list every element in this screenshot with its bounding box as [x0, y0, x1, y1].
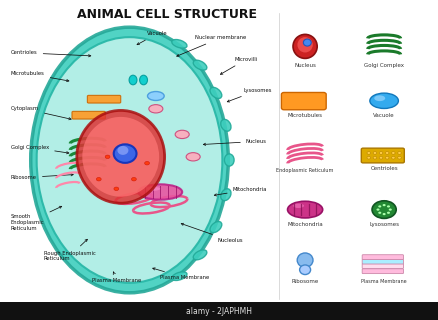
- Text: Lysosomes: Lysosomes: [368, 222, 398, 228]
- Text: Microtubules: Microtubules: [11, 71, 69, 82]
- Text: Microtubules: Microtubules: [287, 113, 322, 118]
- Text: Nucleus: Nucleus: [203, 139, 266, 145]
- Ellipse shape: [371, 201, 395, 219]
- Text: Nuclear membrane: Nuclear membrane: [177, 35, 246, 56]
- Ellipse shape: [186, 153, 200, 161]
- Ellipse shape: [293, 35, 316, 59]
- Ellipse shape: [224, 154, 233, 166]
- Ellipse shape: [209, 87, 221, 99]
- Ellipse shape: [31, 27, 228, 293]
- Text: Rough Endoplasmic
Reticulum: Rough Endoplasmic Reticulum: [44, 239, 95, 261]
- Ellipse shape: [378, 152, 382, 154]
- Ellipse shape: [147, 187, 160, 191]
- Ellipse shape: [397, 152, 400, 154]
- FancyBboxPatch shape: [87, 95, 120, 103]
- Ellipse shape: [138, 184, 182, 200]
- Text: Vacuole: Vacuole: [137, 31, 167, 45]
- Ellipse shape: [385, 152, 388, 154]
- Text: Plasma Membrane: Plasma Membrane: [360, 279, 406, 284]
- Ellipse shape: [378, 156, 382, 159]
- Text: Smooth
Endoplasmic
Reticulum: Smooth Endoplasmic Reticulum: [11, 206, 62, 231]
- FancyBboxPatch shape: [360, 148, 403, 163]
- Ellipse shape: [385, 156, 388, 159]
- Text: Lysosomes: Lysosomes: [227, 88, 272, 102]
- Ellipse shape: [175, 130, 189, 139]
- Ellipse shape: [303, 39, 311, 46]
- Text: Plasma Membrane: Plasma Membrane: [92, 272, 141, 283]
- Ellipse shape: [220, 119, 230, 131]
- Ellipse shape: [373, 95, 385, 101]
- Ellipse shape: [299, 265, 310, 275]
- Ellipse shape: [375, 209, 378, 211]
- Ellipse shape: [388, 209, 391, 211]
- Ellipse shape: [171, 272, 187, 280]
- Ellipse shape: [391, 152, 394, 154]
- Text: Mitochondria: Mitochondria: [286, 222, 322, 228]
- Ellipse shape: [386, 205, 389, 208]
- Ellipse shape: [386, 212, 389, 214]
- Ellipse shape: [297, 253, 312, 268]
- Ellipse shape: [378, 212, 381, 214]
- Ellipse shape: [382, 213, 385, 215]
- Ellipse shape: [113, 144, 136, 163]
- Ellipse shape: [148, 105, 162, 113]
- FancyBboxPatch shape: [72, 111, 105, 119]
- Ellipse shape: [129, 75, 137, 85]
- Ellipse shape: [372, 152, 376, 154]
- Text: Ribosome: Ribosome: [11, 174, 73, 180]
- Ellipse shape: [114, 187, 118, 190]
- Ellipse shape: [105, 155, 110, 159]
- FancyBboxPatch shape: [281, 92, 325, 110]
- FancyBboxPatch shape: [361, 264, 403, 268]
- Text: alamy - 2JAPHMH: alamy - 2JAPHMH: [186, 307, 252, 316]
- Ellipse shape: [117, 146, 128, 155]
- Text: Endoplasmic Reticulum: Endoplasmic Reticulum: [276, 168, 333, 173]
- Ellipse shape: [77, 110, 164, 203]
- FancyBboxPatch shape: [361, 255, 403, 260]
- Ellipse shape: [287, 201, 322, 218]
- Text: Microvilli: Microvilli: [220, 57, 258, 74]
- Ellipse shape: [139, 75, 147, 85]
- Ellipse shape: [369, 93, 398, 108]
- Ellipse shape: [378, 205, 381, 208]
- Text: Vacuole: Vacuole: [372, 113, 394, 118]
- Text: Golgi Complex: Golgi Complex: [11, 145, 69, 154]
- Ellipse shape: [220, 189, 230, 201]
- Ellipse shape: [193, 60, 206, 70]
- FancyBboxPatch shape: [361, 259, 403, 264]
- Ellipse shape: [193, 250, 206, 260]
- Text: ANIMAL CELL STRUCTURE: ANIMAL CELL STRUCTURE: [77, 8, 256, 21]
- Ellipse shape: [372, 156, 376, 159]
- Text: Golgi Complex: Golgi Complex: [363, 63, 403, 68]
- Text: Ribosome: Ribosome: [291, 279, 318, 284]
- Text: Centrioles: Centrioles: [370, 166, 397, 171]
- Ellipse shape: [96, 177, 101, 181]
- Ellipse shape: [209, 221, 221, 233]
- Text: Mitochondria: Mitochondria: [214, 187, 266, 196]
- Text: Centrioles: Centrioles: [11, 50, 91, 57]
- Ellipse shape: [366, 156, 370, 159]
- Ellipse shape: [36, 37, 222, 283]
- Ellipse shape: [82, 117, 159, 197]
- FancyBboxPatch shape: [0, 302, 438, 320]
- Ellipse shape: [144, 162, 149, 165]
- Ellipse shape: [292, 204, 303, 208]
- Ellipse shape: [366, 152, 370, 154]
- FancyBboxPatch shape: [361, 269, 403, 274]
- Ellipse shape: [382, 204, 385, 206]
- Ellipse shape: [147, 92, 164, 100]
- Text: Cytoplasm: Cytoplasm: [11, 106, 71, 120]
- Ellipse shape: [397, 156, 400, 159]
- Ellipse shape: [297, 37, 312, 52]
- Text: Nucleus: Nucleus: [293, 63, 315, 68]
- Ellipse shape: [171, 40, 187, 48]
- Ellipse shape: [131, 177, 136, 181]
- Text: Nucleolus: Nucleolus: [181, 223, 242, 243]
- Ellipse shape: [391, 156, 394, 159]
- Text: Plasma Membrane: Plasma Membrane: [152, 268, 209, 280]
